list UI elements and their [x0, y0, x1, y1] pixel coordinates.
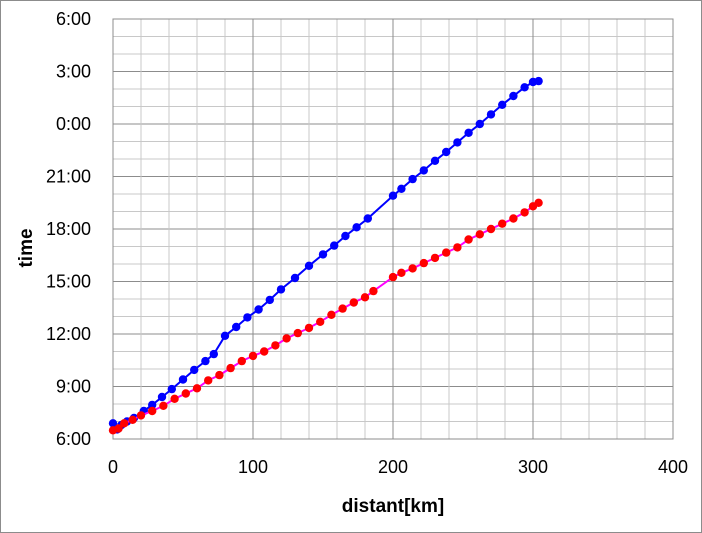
y-tick-label: 21:00	[46, 167, 91, 187]
series-1-point	[318, 250, 328, 259]
series-2-point	[248, 351, 258, 361]
series-2-point	[282, 334, 291, 343]
series-1-point	[534, 76, 543, 86]
series-1-point	[486, 110, 496, 119]
series-2-point	[159, 401, 168, 410]
series-2-point	[128, 415, 137, 424]
series-2-point	[453, 243, 462, 252]
series-1-point	[276, 285, 286, 294]
series-2-point	[369, 286, 378, 296]
x-tick-label: 0	[108, 457, 118, 477]
y-axis-title: time	[16, 228, 37, 267]
x-tick-label: 100	[238, 457, 268, 477]
series-2-point	[360, 293, 370, 302]
series-1-point	[167, 384, 176, 394]
series-2-point	[170, 394, 179, 403]
y-tick-label: 6:00	[56, 429, 91, 449]
y-tick-label: 12:00	[46, 324, 91, 344]
x-tick-label: 200	[378, 457, 408, 477]
series-2-point	[534, 198, 543, 207]
series-1-point	[243, 313, 252, 322]
series-2-point	[419, 258, 428, 268]
series-2-point	[397, 268, 406, 277]
series-2-point	[408, 264, 417, 273]
series-1-point	[265, 295, 274, 305]
series-2-point	[464, 235, 473, 244]
series-2-point	[237, 356, 246, 366]
series-1-point	[442, 147, 451, 157]
series-2-point	[304, 323, 314, 333]
series-2-point	[475, 230, 484, 239]
series-1-point	[178, 375, 188, 384]
series-1-point	[330, 241, 339, 250]
series-1-point	[190, 365, 199, 375]
series-1-point	[209, 349, 218, 359]
series-layer	[108, 76, 543, 435]
series-1-point	[430, 156, 440, 165]
series-1-point	[148, 400, 157, 410]
series-2-point	[316, 317, 325, 326]
series-2-point	[136, 411, 146, 420]
x-tick-labels: 0 100 200 300 400	[108, 457, 688, 477]
series-1-point	[363, 214, 372, 223]
series-1-point	[108, 419, 118, 428]
grid	[112, 18, 674, 440]
x-tick-label: 300	[518, 457, 548, 477]
y-tick-label: 6:00	[56, 9, 91, 29]
series-2-point	[520, 208, 529, 217]
series-2-point	[114, 424, 123, 433]
series-1-point	[388, 191, 398, 200]
series-1-point	[201, 356, 210, 366]
series-1-point	[475, 119, 484, 129]
series-1-point	[509, 91, 518, 101]
series-2-point	[148, 406, 157, 416]
series-1-point	[254, 305, 263, 314]
series-2-point	[120, 419, 129, 428]
series-1-point	[290, 273, 300, 283]
series-1-point	[498, 100, 507, 110]
y-tick-label: 3:00	[56, 62, 91, 82]
x-axis-title: distant[km]	[342, 496, 444, 517]
series-2-point	[271, 341, 280, 350]
plot-area-border	[112, 18, 674, 440]
series-1-point	[352, 223, 361, 232]
series-2-point	[349, 298, 358, 307]
y-tick-label: 15:00	[46, 272, 91, 292]
series-2-point	[192, 384, 202, 393]
series-2-point	[430, 253, 440, 263]
series-2-point	[442, 248, 451, 257]
y-tick-label: 9:00	[56, 377, 91, 397]
y-tick-label: 18:00	[46, 219, 91, 239]
series-2-point	[260, 347, 269, 356]
series-2-point	[215, 370, 224, 380]
y-tick-labels: 6:00 9:00 12:00 15:00 18:00 21:00 0:00 3:00 6:00	[46, 9, 91, 449]
series-1-point	[453, 138, 462, 147]
series-1-point	[520, 83, 529, 92]
x-tick-label: 400	[658, 457, 688, 477]
series-2-point	[327, 310, 336, 319]
series-1-point	[419, 166, 428, 175]
series-2-point	[498, 219, 507, 228]
series-1	[108, 76, 543, 434]
y-tick-label: 0:00	[56, 114, 91, 134]
series-2-point	[338, 304, 347, 313]
series-1-point	[408, 174, 417, 184]
series-2-point	[509, 214, 518, 223]
series-1-point	[220, 331, 230, 340]
series-2-point	[388, 272, 398, 282]
series-2-point	[293, 328, 302, 338]
series-1-point	[397, 184, 406, 193]
series-2-point	[181, 389, 190, 398]
series-1-point	[304, 261, 314, 270]
series-1-point	[157, 392, 167, 402]
series-1-point	[341, 231, 350, 241]
series-1-point	[232, 322, 241, 332]
series-2-point	[486, 224, 496, 234]
series-2-point	[204, 376, 213, 385]
series-2-point	[226, 363, 235, 373]
series-1-point	[464, 128, 473, 137]
series-2	[108, 198, 543, 435]
